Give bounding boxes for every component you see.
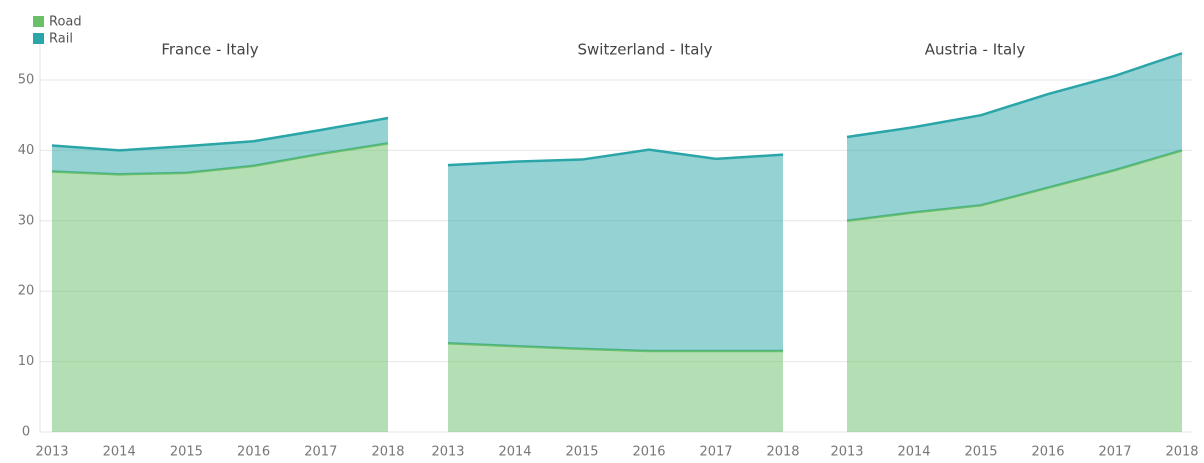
y-tick-label: 0 [22,425,30,440]
x-tick-label: 2018 [1165,445,1198,460]
area-fill [847,150,1182,432]
x-tick-label: 2014 [498,445,531,460]
area-line [51,116,389,152]
y-tick-label: 50 [18,73,35,88]
panel-title: Switzerland - Italy [578,41,713,59]
x-tick-label: 2013 [35,445,68,460]
legend-label: Road [49,15,82,30]
area-fill [52,143,388,433]
x-tick-label: 2017 [1098,445,1131,460]
x-tick-label: 2017 [699,445,732,460]
y-tick-label: 40 [18,143,35,158]
area-fill [448,149,783,352]
area-fill [448,343,783,432]
x-tick-label: 2017 [304,445,337,460]
area-fill [52,118,388,175]
y-tick-label: 30 [18,213,35,228]
legend-swatch [33,33,44,44]
x-tick-label: 2014 [103,445,136,460]
x-tick-label: 2013 [431,445,464,460]
panel-title: Austria - Italy [925,41,1026,59]
x-tick-label: 2018 [766,445,799,460]
x-tick-label: 2016 [237,445,270,460]
area-line [846,52,1183,139]
y-tick-label: 10 [18,354,35,369]
x-tick-label: 2018 [371,445,404,460]
panel-title: France - Italy [161,41,258,59]
x-tick-label: 2016 [632,445,665,460]
x-tick-label: 2013 [830,445,863,460]
area-line [447,148,784,167]
x-tick-label: 2015 [964,445,997,460]
legend-label: Rail [49,32,73,47]
x-tick-label: 2016 [1031,445,1064,460]
x-tick-label: 2015 [170,445,203,460]
area-line [51,142,389,176]
x-tick-label: 2014 [897,445,930,460]
legend-swatch [33,16,44,27]
x-tick-label: 2015 [565,445,598,460]
y-tick-label: 20 [18,284,35,299]
area-fill [847,53,1182,221]
